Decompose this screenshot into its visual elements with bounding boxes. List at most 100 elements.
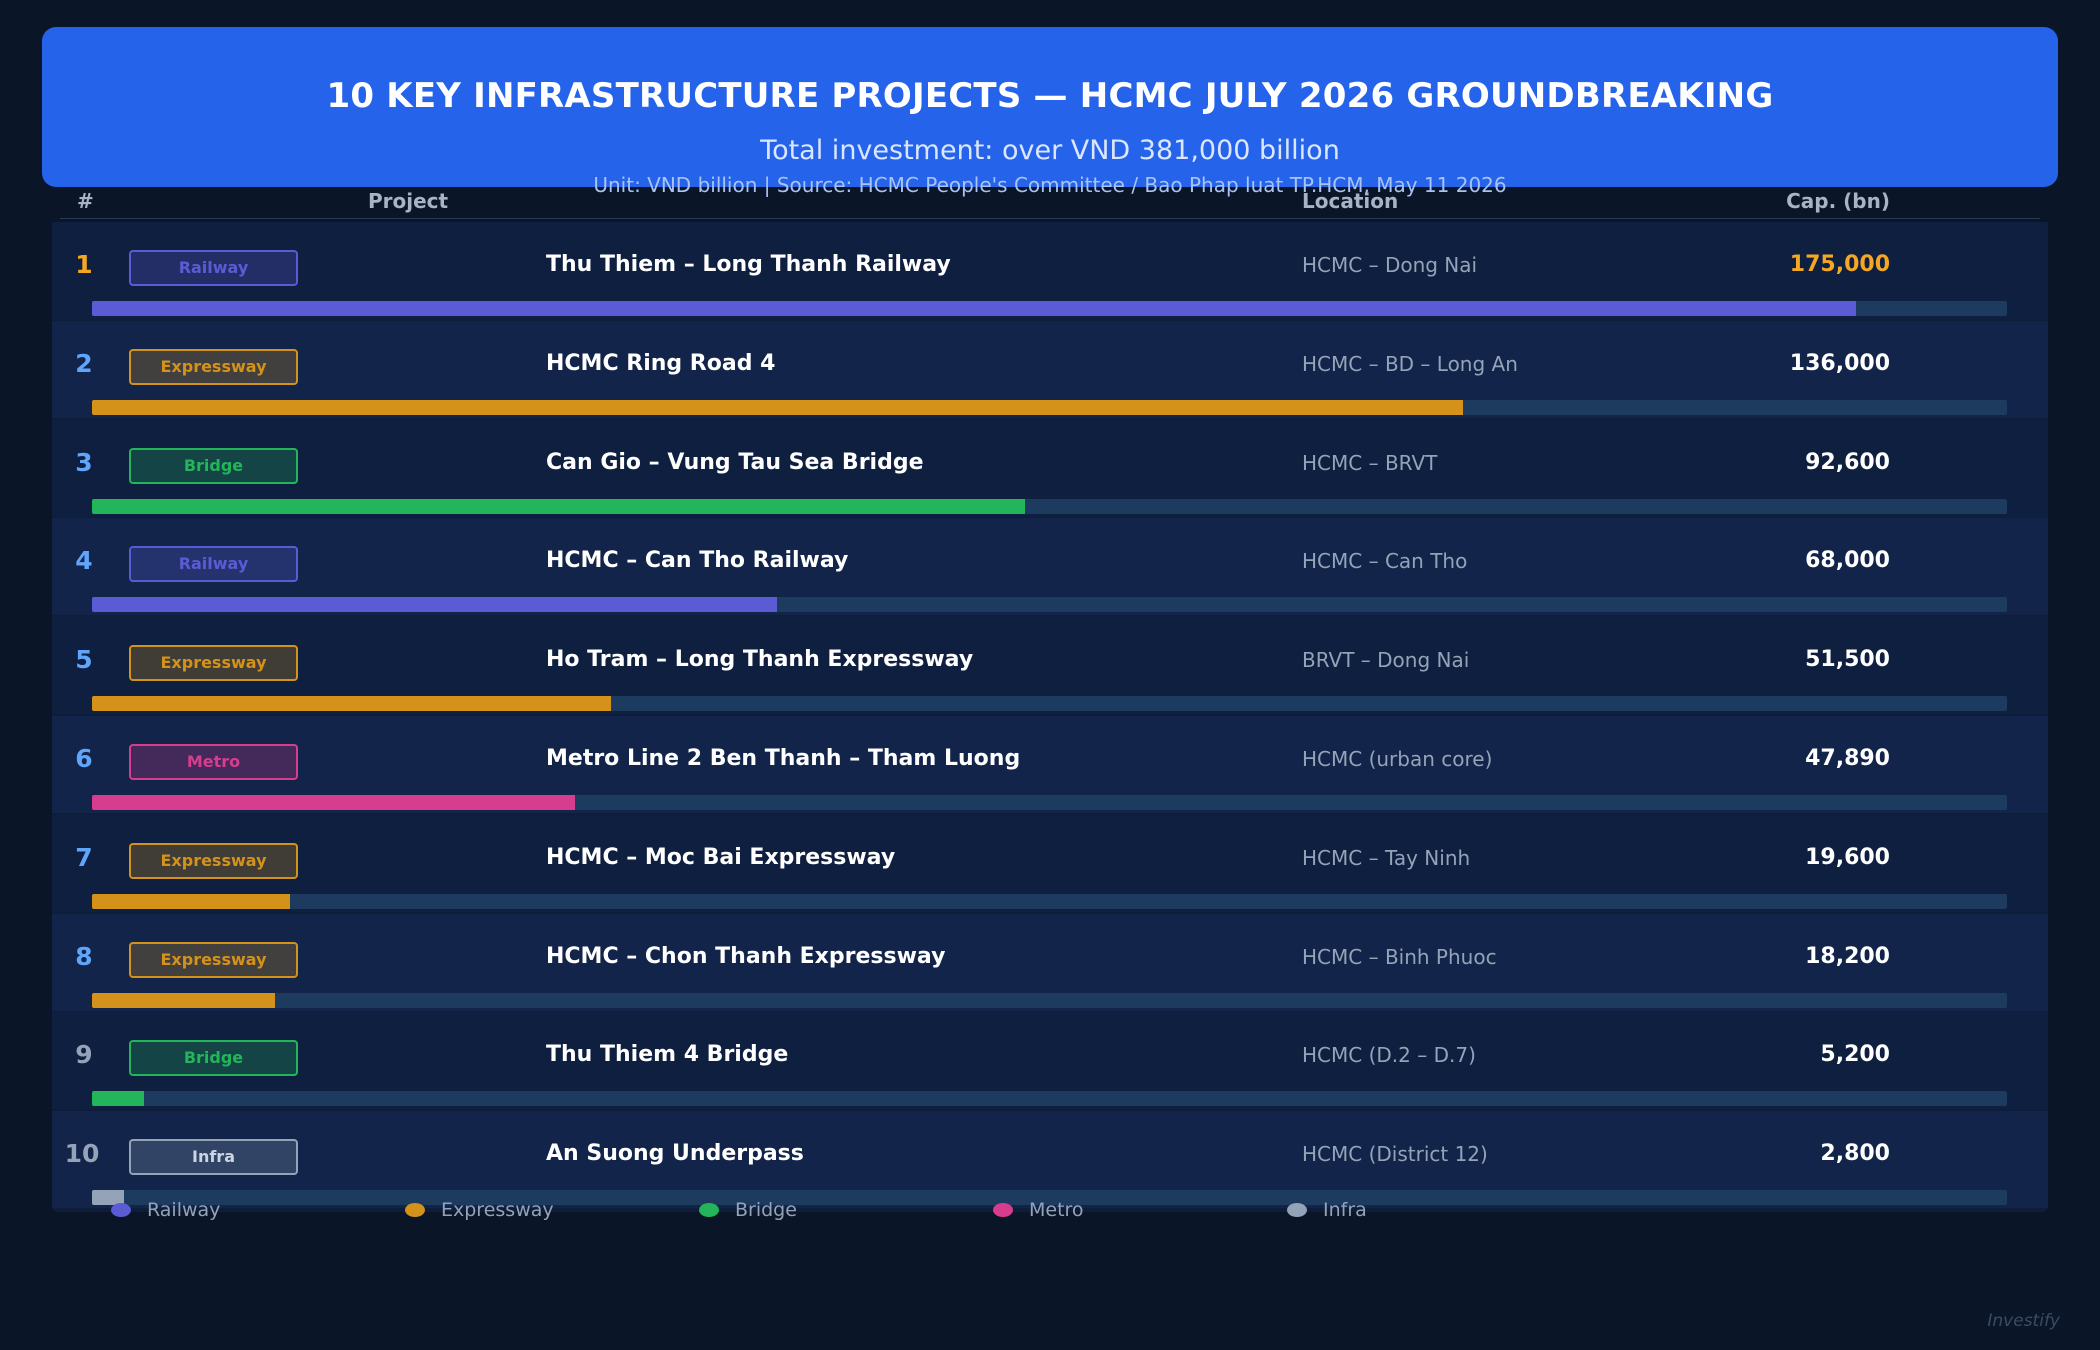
bar — [92, 1190, 124, 1206]
project-name: An Suong Underpass — [546, 1141, 804, 1167]
table-row: 1 Railway Thu Thiem – Long Thanh Railway HC… — [52, 222, 2048, 319]
legend-swatch — [699, 1203, 719, 1217]
bar-track — [92, 399, 2007, 415]
capital-value: 51,500 — [1805, 647, 1890, 673]
bar-track — [92, 795, 2007, 810]
column-header-project: Project — [368, 189, 449, 213]
project-location: HCMC – Dong Nai — [1302, 253, 1478, 277]
project-location: HCMC – Can Tho — [1302, 549, 1468, 574]
project-location: HCMC – Binh Phuoc — [1302, 944, 1497, 969]
bar — [92, 893, 290, 909]
category-badge: Expressway — [129, 645, 298, 682]
rank-label: 7 — [75, 842, 93, 872]
project-name: Thu Thiem 4 Bridge — [546, 1042, 789, 1068]
chart-title: 10 KEY INFRASTRUCTURE PROJECTS — HCMC JU… — [326, 76, 1774, 116]
project-name: Thu Thiem – Long Thanh Railway — [546, 252, 951, 277]
rank-label: 8 — [75, 941, 93, 971]
capital-value: 136,000 — [1789, 350, 1890, 376]
bar-track — [92, 1190, 2007, 1206]
category-badge: Railway — [129, 546, 298, 583]
capital-value: 18,200 — [1805, 943, 1890, 969]
project-location: HCMC (urban core) — [1302, 747, 1493, 771]
project-name: Can Gio – Vung Tau Sea Bridge — [546, 449, 924, 475]
table-row: 4 Railway HCMC – Can Tho Railway HCMC – Can… — [52, 518, 2048, 616]
category-badge: Metro — [129, 744, 298, 780]
watermark: Investify — [1987, 1311, 2060, 1331]
project-name: Metro Line 2 Ben Thanh – Tham Luong — [546, 746, 1021, 771]
legend-label: Railway — [147, 1199, 221, 1221]
rank-label: 4 — [75, 546, 93, 576]
category-badge: Expressway — [129, 348, 298, 385]
category-badge: Bridge — [129, 1040, 298, 1077]
table-row: 7 Expressway HCMC – Moc Bai Expressway HCMC… — [52, 814, 2048, 912]
bar — [92, 399, 1463, 415]
project-location: HCMC – BRVT — [1302, 450, 1438, 475]
column-header-location: Location — [1302, 189, 1399, 213]
bar-track — [92, 992, 2007, 1008]
table-row: 5 Expressway Ho Tram – Long Thanh Expressw… — [52, 617, 2048, 715]
legend-swatch — [1287, 1203, 1307, 1217]
rank-label: 3 — [75, 447, 93, 477]
bar — [92, 795, 575, 810]
bar-track — [92, 1091, 2007, 1107]
category-badge: Infra — [129, 1139, 298, 1176]
legend-swatch — [993, 1203, 1013, 1217]
chart-subtitle: Total investment: over VND 381,000 billi… — [760, 135, 1340, 166]
rank-label: 9 — [75, 1040, 93, 1070]
project-location: BRVT – Dong Nai — [1302, 648, 1470, 673]
rank-label: 10 — [64, 1139, 100, 1169]
bar — [92, 1091, 145, 1107]
project-location: HCMC (District 12) — [1302, 1142, 1488, 1167]
bar — [92, 301, 1856, 316]
bar — [92, 597, 778, 613]
project-location: HCMC – Tay Ninh — [1302, 845, 1471, 870]
column-header-capital: Cap. (bn) — [1786, 189, 1890, 213]
capital-value: 5,200 — [1820, 1042, 1890, 1068]
project-location: HCMC (D.2 – D.7) — [1302, 1043, 1476, 1068]
category-badge: Railway — [129, 250, 298, 286]
category-badge: Expressway — [129, 842, 298, 879]
capital-value: 2,800 — [1820, 1141, 1890, 1167]
bar-track — [92, 301, 2007, 316]
bar-track — [92, 498, 2007, 514]
bar-track — [92, 597, 2007, 613]
table-row: 10 Infra An Suong Underpass HCMC (District … — [52, 1111, 2048, 1209]
capital-value: 19,600 — [1805, 844, 1890, 870]
table-row: 6 Metro Metro Line 2 Ben Thanh – Tham Luon… — [52, 716, 2048, 813]
project-name: HCMC – Chon Thanh Expressway — [546, 943, 946, 969]
bar — [92, 498, 1026, 514]
table-row: 9 Bridge Thu Thiem 4 Bridge HCMC (D.2 – D.7… — [52, 1012, 2048, 1110]
legend-swatch — [405, 1203, 425, 1217]
legend-label: Infra — [1323, 1199, 1367, 1221]
title-banner: 10 KEY INFRASTRUCTURE PROJECTS — HCMC JU… — [42, 27, 2058, 195]
header-divider — [60, 218, 2040, 219]
legend-label: Metro — [1029, 1199, 1084, 1221]
project-name: Ho Tram – Long Thanh Expressway — [546, 647, 974, 673]
rank-label: 1 — [75, 250, 93, 279]
project-name: HCMC – Can Tho Railway — [546, 548, 849, 574]
table-row: 2 Expressway HCMC Ring Road 4 HCMC – BD – L… — [52, 320, 2048, 418]
category-badge: Bridge — [129, 447, 298, 484]
capital-value: 175,000 — [1789, 252, 1890, 277]
category-badge: Expressway — [129, 941, 298, 978]
table-row: 3 Bridge Can Gio – Vung Tau Sea Bridge HCMC… — [52, 419, 2048, 517]
project-name: HCMC – Moc Bai Expressway — [546, 844, 896, 870]
rank-label: 5 — [75, 645, 93, 675]
legend-swatch — [111, 1203, 131, 1217]
legend-label: Bridge — [735, 1199, 797, 1221]
bar-track — [92, 893, 2007, 909]
project-name: HCMC Ring Road 4 — [546, 350, 776, 376]
capital-value: 68,000 — [1805, 548, 1890, 574]
bar — [92, 992, 276, 1008]
capital-value: 47,890 — [1805, 746, 1890, 771]
source-note: Unit: VND billion | Source: HCMC People'… — [593, 173, 1507, 197]
column-header-rank: # — [77, 189, 94, 213]
capital-value: 92,600 — [1805, 449, 1890, 475]
bar-track — [92, 696, 2007, 712]
project-location: HCMC – BD – Long An — [1302, 351, 1518, 376]
table-row: 8 Expressway HCMC – Chon Thanh Expressway H… — [52, 913, 2048, 1011]
rank-label: 2 — [75, 348, 93, 378]
rank-label: 6 — [75, 744, 93, 773]
legend-label: Expressway — [441, 1199, 554, 1221]
bar — [92, 696, 612, 712]
